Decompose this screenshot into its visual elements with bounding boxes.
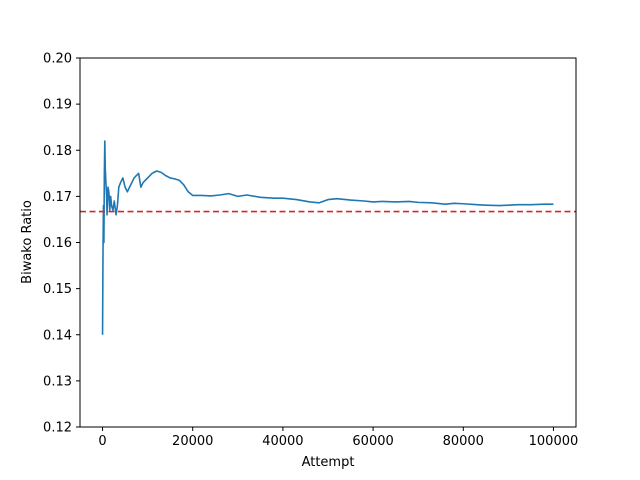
x-axis: 0 20000 40000 60000 80000 100000 <box>98 427 578 449</box>
x-tick-label: 20000 <box>172 434 213 449</box>
y-tick-label: 0.16 <box>43 236 72 251</box>
x-tick-label: 40000 <box>262 434 303 449</box>
x-axis-label: Attempt <box>302 455 355 470</box>
y-axis-label: Biwako Ratio <box>20 200 35 284</box>
x-tick-label: 80000 <box>443 434 484 449</box>
series-line-0 <box>101 140 554 335</box>
y-tick-label: 0.13 <box>43 374 72 389</box>
y-tick-label: 0.17 <box>43 190 72 205</box>
y-tick-label: 0.19 <box>43 98 72 113</box>
y-tick-label: 0.12 <box>43 421 72 436</box>
plot-layer <box>80 140 576 335</box>
y-tick-label: 0.20 <box>43 52 72 67</box>
y-axis: 0.12 0.13 0.14 0.15 0.16 0.17 0.18 0.19 0.20 <box>43 52 80 436</box>
x-tick-label: 100000 <box>529 434 579 449</box>
y-tick-label: 0.15 <box>43 282 72 297</box>
x-tick-label: 0 <box>98 434 106 449</box>
y-tick-label: 0.18 <box>43 144 72 159</box>
y-tick-label: 0.14 <box>43 328 72 343</box>
x-tick-label: 60000 <box>352 434 393 449</box>
